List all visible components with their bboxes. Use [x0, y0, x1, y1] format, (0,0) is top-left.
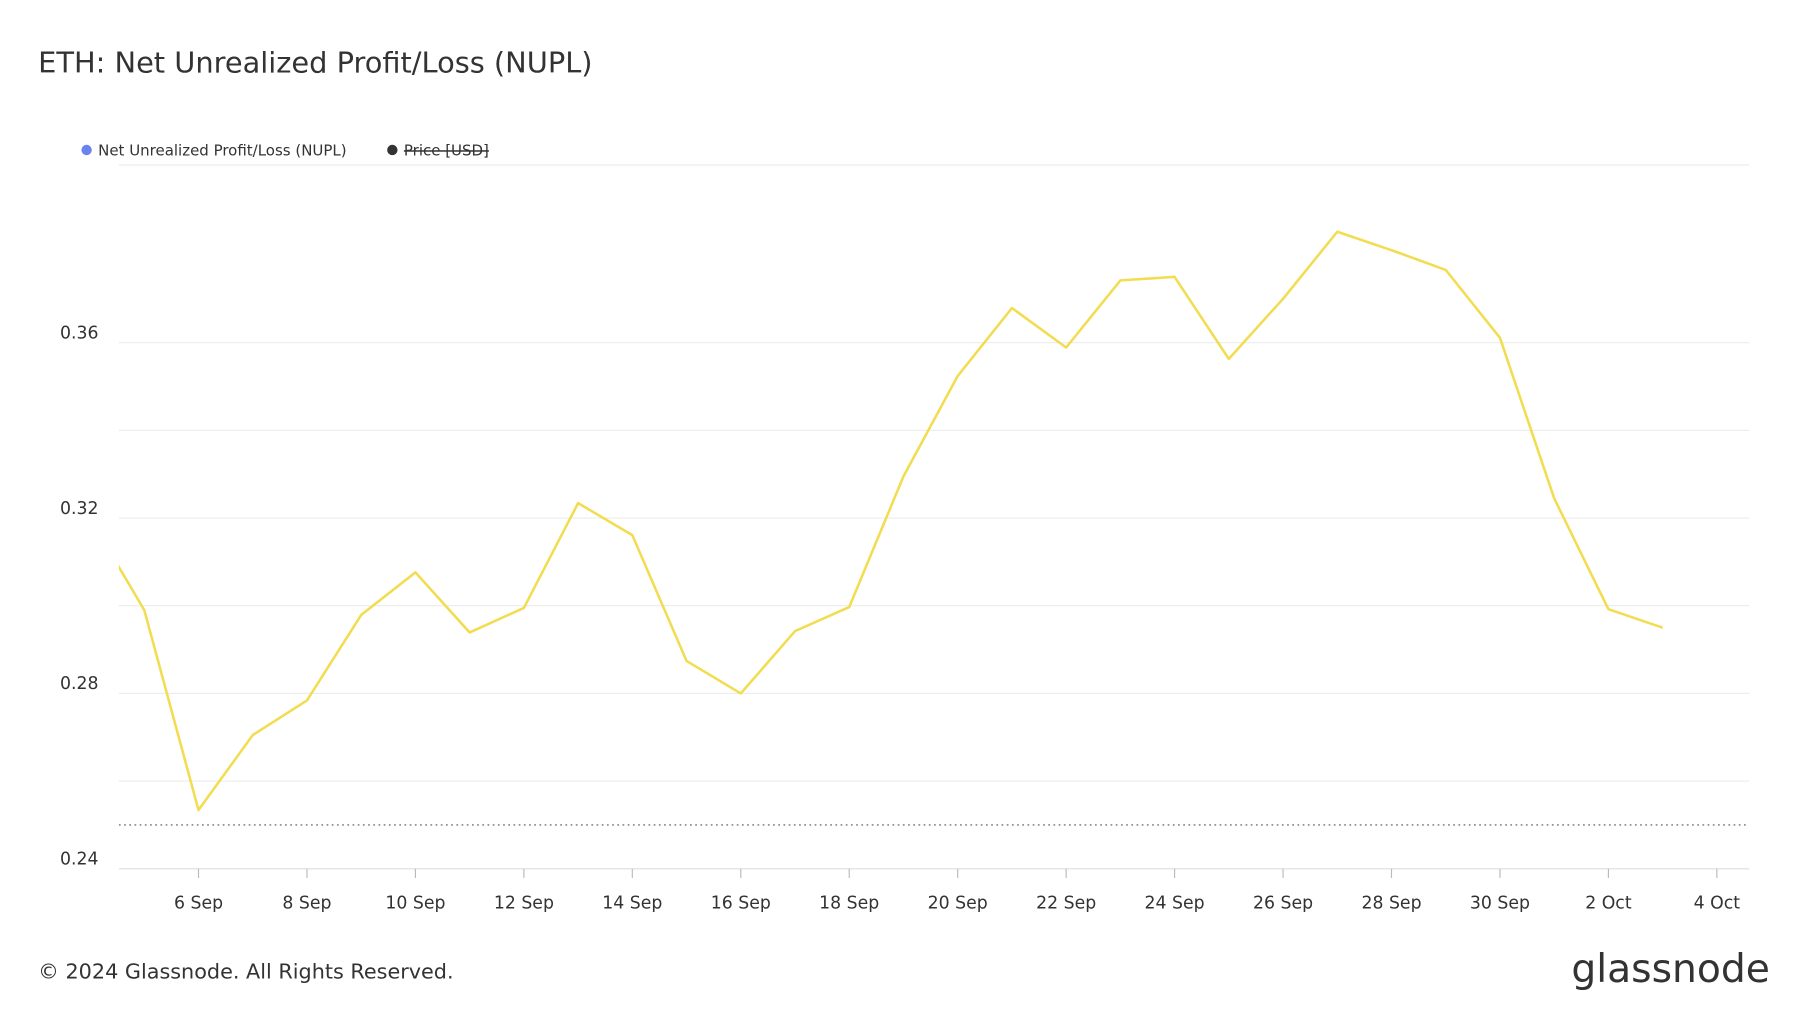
legend-marker	[81, 144, 92, 156]
x-tick-label: 24 Sep	[1145, 893, 1205, 913]
x-tick-label: 14 Sep	[602, 893, 662, 913]
nupl-line	[118, 230, 1664, 812]
x-tick-label: 20 Sep	[928, 893, 988, 913]
y-tick-label: 0.32	[60, 499, 99, 519]
x-tick-label: 26 Sep	[1253, 893, 1313, 913]
y-tick-label: 0.24	[60, 850, 99, 870]
logo: glassnode	[1571, 947, 1770, 992]
x-tick-label: 12 Sep	[494, 893, 554, 913]
x-tick-label: 10 Sep	[385, 893, 445, 913]
y-tick-label: 0.28	[60, 674, 99, 694]
x-tick-label: 30 Sep	[1470, 893, 1530, 913]
x-tick-label: 22 Sep	[1036, 893, 1096, 913]
chart-title: ETH: Net Unrealized Profit/Loss (NUPL)	[38, 46, 592, 80]
copyright: © 2024 Glassnode. All Rights Reserved.	[38, 960, 453, 984]
x-tick-label: 8 Sep	[282, 893, 331, 913]
x-tick-label: 18 Sep	[819, 893, 879, 913]
legend-label[interactable]: Price [USD]	[404, 142, 489, 160]
legend-marker	[387, 144, 398, 156]
x-tick-label: 16 Sep	[711, 893, 771, 913]
x-tick-label: 4 Oct	[1694, 893, 1741, 913]
x-tick-label: 6 Sep	[174, 893, 223, 913]
legend-label[interactable]: Net Unrealized Profit/Loss (NUPL)	[98, 142, 346, 160]
y-tick-label: 0.36	[60, 323, 99, 343]
x-tick-label: 28 Sep	[1361, 893, 1421, 913]
x-tick-label: 2 Oct	[1585, 893, 1632, 913]
